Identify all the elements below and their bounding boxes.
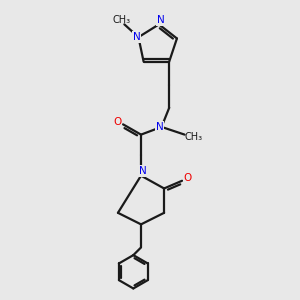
Text: N: N <box>139 166 147 176</box>
Text: N: N <box>156 122 164 132</box>
Text: O: O <box>113 117 122 127</box>
Text: O: O <box>184 173 192 183</box>
Text: N: N <box>133 32 140 42</box>
Text: CH₃: CH₃ <box>112 15 130 25</box>
Text: CH₃: CH₃ <box>184 132 203 142</box>
Text: N: N <box>157 15 165 25</box>
